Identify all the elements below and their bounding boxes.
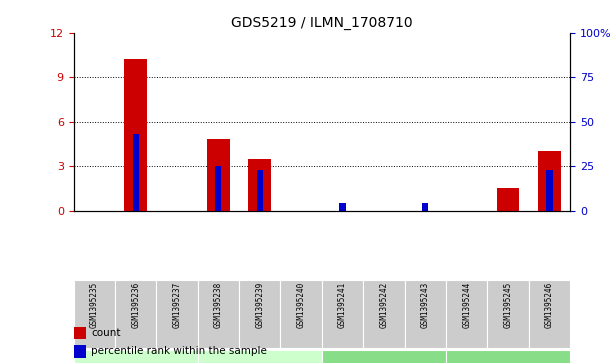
Bar: [156, 280, 197, 348]
Bar: [124, 59, 147, 211]
Bar: [257, 170, 263, 211]
Bar: [528, 280, 570, 348]
Text: GSM1395237: GSM1395237: [172, 282, 181, 328]
Text: GSM1395244: GSM1395244: [462, 282, 471, 328]
Bar: [363, 280, 405, 348]
Bar: [446, 350, 570, 363]
Bar: [546, 170, 552, 211]
Bar: [322, 280, 363, 348]
Text: GSM1395236: GSM1395236: [131, 282, 140, 328]
Text: GSM1395246: GSM1395246: [545, 282, 554, 328]
Bar: [487, 280, 528, 348]
Bar: [132, 134, 139, 211]
Text: GSM1395240: GSM1395240: [297, 282, 306, 328]
Bar: [74, 327, 86, 339]
Bar: [74, 345, 86, 358]
Bar: [497, 188, 519, 211]
Bar: [281, 280, 322, 348]
Bar: [197, 350, 322, 363]
Bar: [215, 166, 221, 211]
Bar: [248, 159, 271, 211]
Bar: [197, 280, 239, 348]
Text: GSM1395238: GSM1395238: [214, 282, 223, 328]
Bar: [207, 139, 230, 211]
Bar: [74, 280, 115, 348]
Bar: [405, 280, 446, 348]
Text: GSM1395241: GSM1395241: [338, 282, 347, 328]
Bar: [239, 280, 281, 348]
Bar: [115, 280, 156, 348]
Text: GSM1395242: GSM1395242: [379, 282, 389, 328]
Text: GSM1395243: GSM1395243: [421, 282, 430, 328]
Bar: [74, 350, 197, 363]
Bar: [340, 203, 346, 211]
Bar: [322, 350, 446, 363]
Bar: [422, 203, 428, 211]
Bar: [538, 151, 561, 211]
Title: GDS5219 / ILMN_1708710: GDS5219 / ILMN_1708710: [231, 16, 413, 30]
Text: GSM1395239: GSM1395239: [255, 282, 264, 328]
Text: percentile rank within the sample: percentile rank within the sample: [91, 346, 267, 356]
Bar: [446, 280, 487, 348]
Text: count: count: [91, 328, 120, 338]
Text: GSM1395245: GSM1395245: [503, 282, 512, 328]
Text: GSM1395235: GSM1395235: [89, 282, 99, 328]
